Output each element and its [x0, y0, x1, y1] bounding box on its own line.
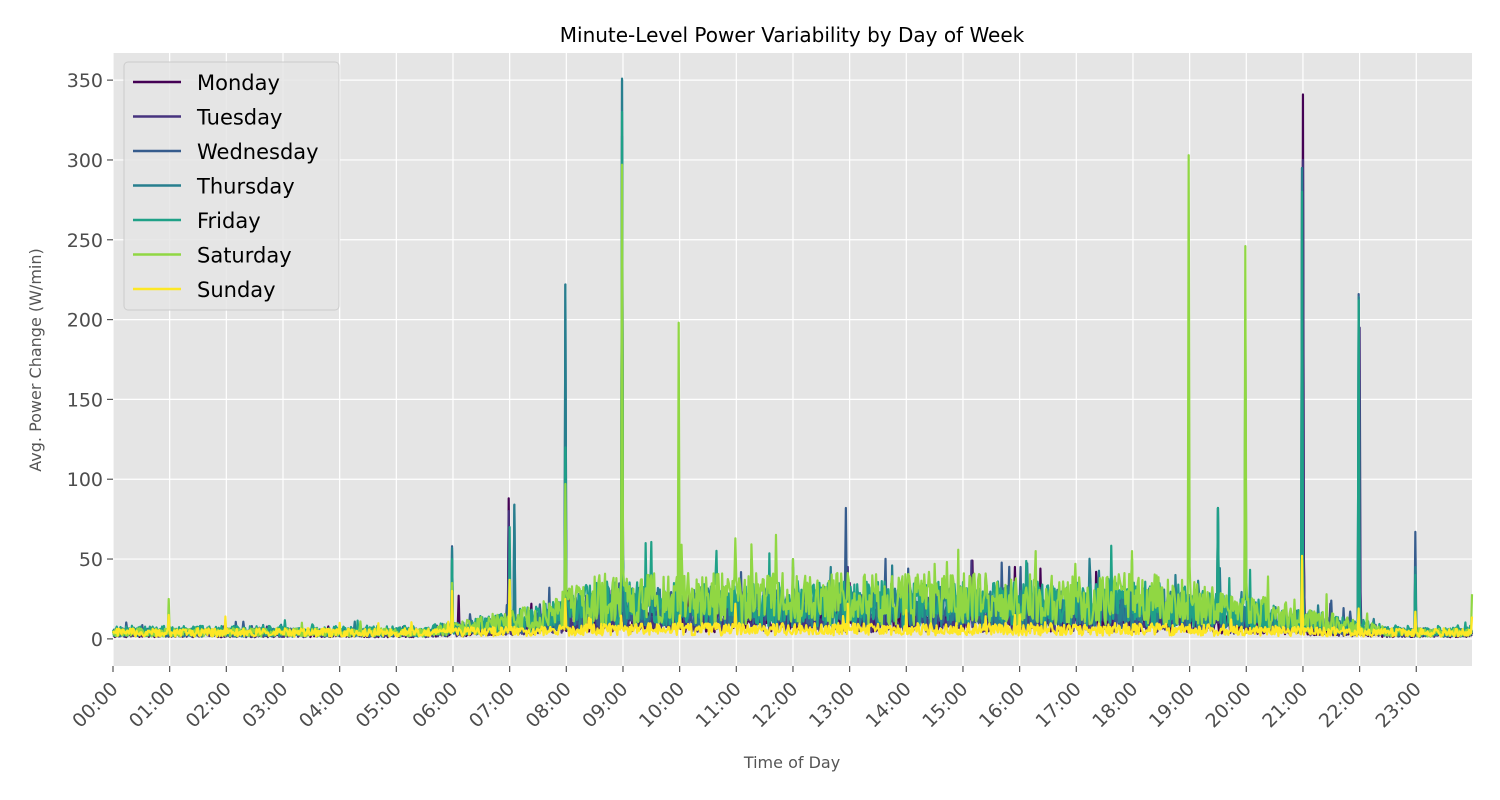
x-tick-label: 14:00	[862, 678, 916, 732]
y-tick-label: 100	[67, 469, 103, 491]
legend-label-monday: Monday	[197, 71, 280, 95]
legend-label-thursday: Thursday	[196, 175, 295, 199]
x-tick-label: 02:00	[182, 678, 236, 732]
x-tick-label: 10:00	[635, 678, 689, 732]
legend-label-wednesday: Wednesday	[197, 140, 319, 164]
x-tick-label: 15:00	[918, 678, 972, 732]
x-tick-label: 21:00	[1258, 678, 1312, 732]
legend-label-sunday: Sunday	[197, 278, 276, 302]
x-tick-label: 22:00	[1315, 678, 1369, 732]
x-tick-label: 04:00	[295, 678, 349, 732]
x-tick-label: 11:00	[692, 678, 746, 732]
series-lines	[111, 77, 1474, 639]
x-axis-label: Time of Day	[743, 753, 840, 772]
x-tick-label: 12:00	[748, 678, 802, 732]
x-tick-label: 23:00	[1372, 678, 1426, 732]
y-tick-label: 50	[79, 549, 103, 571]
x-tick-label: 16:00	[975, 678, 1029, 732]
x-tick-label: 00:00	[68, 678, 122, 732]
x-tick-label: 19:00	[1145, 678, 1199, 732]
legend: Monday Tuesday Wednesday Thursday Friday Satu…	[123, 61, 340, 311]
series-line-sunday	[112, 554, 1474, 638]
x-tick-label: 03:00	[238, 678, 292, 732]
legend-label-friday: Friday	[197, 209, 261, 233]
y-tick-label: 0	[91, 629, 103, 651]
x-tick-label: 06:00	[408, 678, 462, 732]
legend-label-saturday: Saturday	[197, 244, 292, 268]
y-tick-label: 350	[67, 70, 103, 92]
y-tick-label: 150	[67, 389, 103, 411]
x-tick-label: 17:00	[1032, 678, 1086, 732]
x-tick-label: 05:00	[352, 678, 406, 732]
y-tick-label: 300	[67, 150, 103, 172]
y-axis-label: Avg. Power Change (W/min)	[26, 248, 45, 471]
x-tick-label: 01:00	[125, 678, 179, 732]
x-tick-label: 09:00	[578, 678, 632, 732]
chart-title: Minute-Level Power Variability by Day of…	[560, 23, 1025, 47]
legend-label-tuesday: Tuesday	[196, 106, 282, 130]
x-tick-label: 20:00	[1202, 678, 1256, 732]
x-tick-label: 08:00	[522, 678, 576, 732]
x-tick-label: 07:00	[465, 678, 519, 732]
legend-box	[123, 61, 340, 311]
x-tick-label: 13:00	[805, 678, 859, 732]
x-tick-label: 18:00	[1088, 678, 1142, 732]
y-tick-label: 250	[67, 230, 103, 252]
y-tick-label: 200	[67, 310, 103, 332]
